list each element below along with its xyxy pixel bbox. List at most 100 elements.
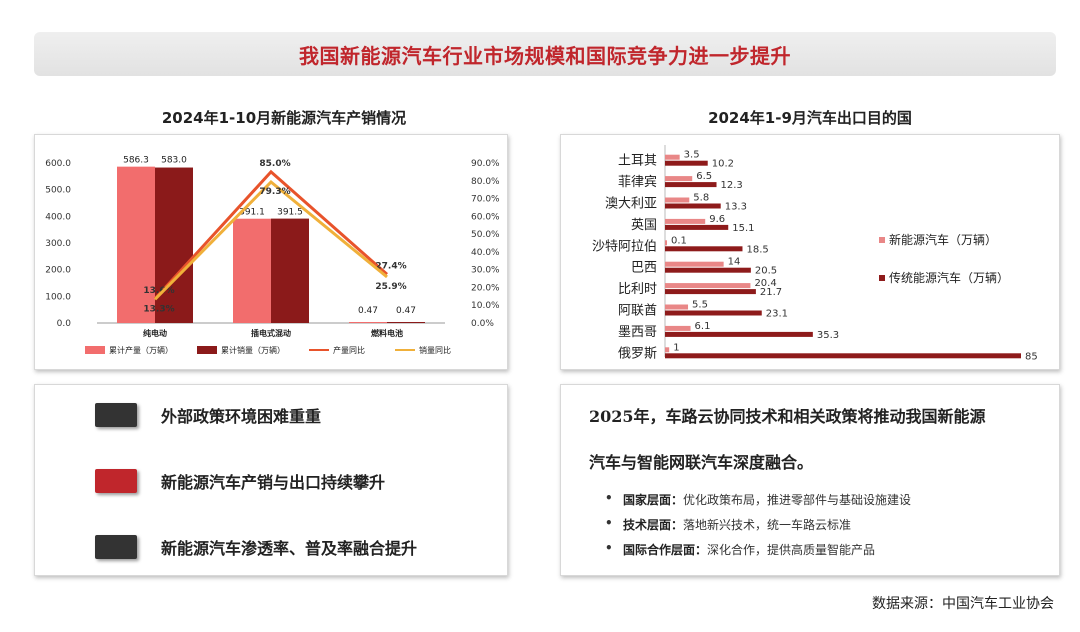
y-tick-label: 500.0 bbox=[45, 186, 71, 196]
line-value-label: 79.3% bbox=[259, 187, 290, 197]
legend-label: 累计销量（万辆） bbox=[221, 345, 285, 355]
bar-production bbox=[349, 322, 387, 323]
bar-production bbox=[117, 166, 155, 323]
y2-tick-label: 60.0% bbox=[471, 212, 500, 222]
y-tick-label: 0.0 bbox=[57, 319, 72, 329]
x-category-label: 纯电动 bbox=[143, 328, 167, 338]
bar-value-label: 391.1 bbox=[239, 208, 265, 218]
bar-nev bbox=[665, 261, 724, 267]
data-source-note: 数据来源：中国汽车工业协会 bbox=[872, 596, 1054, 612]
factor-text: 外部政策环境困难重重 bbox=[161, 407, 322, 426]
bar-traditional bbox=[665, 182, 717, 188]
y2-tick-label: 90.0% bbox=[471, 159, 500, 169]
traditional-value-label: 10.2 bbox=[712, 159, 734, 170]
traditional-value-label: 13.3 bbox=[725, 202, 747, 213]
bar-sales bbox=[155, 167, 193, 323]
legend-swatch bbox=[879, 237, 885, 243]
bullet-key: 技术层面： bbox=[623, 518, 684, 532]
y2-tick-label: 70.0% bbox=[471, 195, 500, 205]
y-tick-label: 400.0 bbox=[45, 212, 71, 222]
bar-nev bbox=[665, 283, 751, 289]
bar-traditional bbox=[665, 246, 743, 252]
bullet-icon: • bbox=[605, 516, 613, 530]
x-category-label: 燃料电池 bbox=[371, 328, 403, 338]
export-destination-chart-panel: 土耳其 3.5 10.2 菲律宾 6.5 12.3 澳大利亚 5.8 13.3 英国 9.6 15.1… bbox=[560, 134, 1060, 370]
bar-sales bbox=[271, 218, 309, 323]
bar-value-label: 0.47 bbox=[358, 306, 378, 316]
bar-production bbox=[233, 218, 271, 323]
export-destination-chart-title: 2024年1-9月汽车出口目的国 bbox=[708, 109, 912, 127]
yoy-line bbox=[153, 169, 388, 300]
y2-tick-label: 30.0% bbox=[471, 266, 500, 276]
bar-nev bbox=[665, 176, 693, 182]
nev-value-label: 0.1 bbox=[671, 235, 687, 246]
bar-traditional bbox=[665, 353, 1021, 359]
title-banner: 我国新能源汽车行业市场规模和国际竞争力进一步提升 bbox=[34, 32, 1056, 76]
traditional-value-label: 18.5 bbox=[746, 244, 768, 255]
country-label: 阿联酋 bbox=[618, 303, 657, 319]
export-destination-chart: 土耳其 3.5 10.2 菲律宾 6.5 12.3 澳大利亚 5.8 13.3 英国 9.6 15.1… bbox=[592, 145, 1038, 362]
bullet-text: 优化政策布局，推进零部件与基础设施建设 bbox=[683, 493, 912, 507]
nev-value-label: 6.1 bbox=[695, 321, 711, 332]
bar-traditional bbox=[665, 224, 729, 230]
legend-label: 销量同比 bbox=[419, 345, 451, 355]
nev-value-label: 9.6 bbox=[709, 214, 725, 225]
country-label: 比利时 bbox=[618, 282, 657, 297]
y-tick-label: 100.0 bbox=[45, 292, 71, 302]
traditional-value-label: 85 bbox=[1025, 351, 1038, 362]
bar-value-label: 0.47 bbox=[396, 306, 416, 316]
y2-tick-label: 0.0% bbox=[471, 319, 494, 329]
nev-value-label: 5.8 bbox=[693, 193, 709, 204]
nev-value-label: 20.4 bbox=[754, 278, 776, 289]
country-label: 菲律宾 bbox=[618, 174, 657, 190]
traditional-value-label: 35.3 bbox=[817, 330, 839, 341]
factor-marker-icon bbox=[95, 403, 137, 427]
bar-nev bbox=[665, 347, 670, 353]
factor-item: 外部政策环境困难重重 bbox=[95, 403, 321, 427]
bar-value-label: 583.0 bbox=[161, 156, 187, 166]
policy-bullet: • 国家层面： 优化政策布局，推进零部件与基础设施建设 bbox=[605, 491, 911, 508]
production-sales-chart-panel: 0.0 100.0 200.0 300.0 400.0 500.0 600.0 0.0% 10.… bbox=[34, 134, 508, 370]
legend-label: 产量同比 bbox=[333, 345, 365, 355]
nev-value-label: 14 bbox=[728, 257, 741, 268]
y2-tick-label: 80.0% bbox=[471, 177, 500, 187]
bar-traditional bbox=[665, 267, 751, 273]
line-value-label: 13.3% bbox=[143, 304, 174, 314]
y-tick-label: 200.0 bbox=[45, 266, 71, 276]
bar-value-label: 391.5 bbox=[277, 208, 303, 218]
policy-bullet: • 技术层面： 落地新兴技术，统一车路云标准 bbox=[605, 516, 851, 533]
country-label: 墨西哥 bbox=[618, 325, 657, 340]
bar-traditional bbox=[665, 289, 756, 295]
line-value-label: 25.9% bbox=[375, 282, 406, 292]
legend-swatch bbox=[197, 346, 217, 354]
y2-tick-label: 20.0% bbox=[471, 283, 500, 293]
factor-text: 新能源汽车产销与出口持续攀升 bbox=[161, 473, 386, 492]
country-label: 巴西 bbox=[631, 261, 657, 276]
country-label: 沙特阿拉伯 bbox=[592, 239, 657, 254]
bar-value-label: 586.3 bbox=[123, 156, 149, 166]
yoy-line bbox=[153, 179, 388, 301]
factor-marker-icon bbox=[95, 535, 137, 559]
nev-value-label: 6.5 bbox=[696, 171, 712, 182]
nev-value-label: 1 bbox=[673, 342, 679, 353]
bullet-text: 深化合作，提供高质量智能产品 bbox=[707, 543, 876, 557]
country-label: 土耳其 bbox=[618, 154, 657, 169]
legend-swatch bbox=[879, 275, 885, 281]
traditional-value-label: 23.1 bbox=[766, 309, 788, 320]
factor-item: 新能源汽车渗透率、普及率融合提升 bbox=[95, 535, 417, 559]
y-tick-label: 600.0 bbox=[45, 159, 71, 169]
bar-nev bbox=[665, 197, 690, 203]
bar-nev bbox=[665, 240, 667, 246]
y-tick-label: 300.0 bbox=[45, 239, 71, 249]
policy-heading-line1: 2025年，车路云协同技术和相关政策将推动我国新能源 bbox=[589, 407, 986, 426]
bar-sales bbox=[387, 322, 425, 323]
nev-value-label: 3.5 bbox=[684, 150, 700, 161]
production-sales-chart-title: 2024年1-10月新能源汽车产销情况 bbox=[161, 109, 407, 127]
bullet-key: 国家层面： bbox=[623, 493, 684, 507]
legend-label: 累计产量（万辆） bbox=[109, 345, 173, 355]
bar-traditional bbox=[665, 203, 721, 209]
bullet-text: 落地新兴技术，统一车路云标准 bbox=[683, 518, 852, 532]
bullet-icon: • bbox=[605, 541, 613, 555]
bar-nev bbox=[665, 218, 706, 224]
country-label: 英国 bbox=[631, 218, 657, 233]
